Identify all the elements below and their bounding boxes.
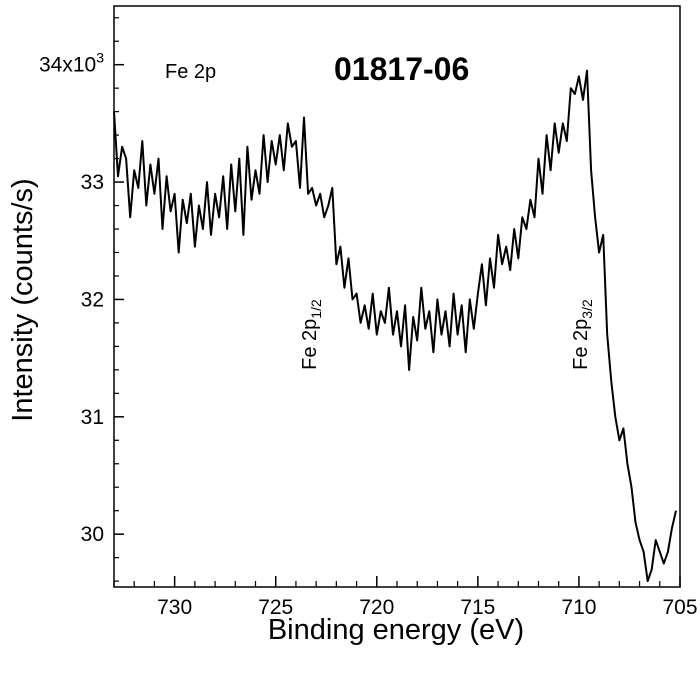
y-tick-label: 30: [81, 523, 104, 546]
y-tick-label: 31: [81, 406, 104, 429]
region-label: Fe 2p: [165, 61, 216, 83]
peak-annotations: Fe 2p1/2 Fe 2p3/2: [299, 299, 595, 370]
x-tick-label: 720: [359, 596, 394, 619]
y-tick-exponent: 3: [96, 50, 104, 66]
y-axis-title: Intensity (counts/s): [7, 178, 39, 421]
x-tick-label: 730: [157, 596, 192, 619]
sample-title: 01817-06: [334, 51, 469, 87]
x-tick-label: 725: [258, 596, 293, 619]
y-tick-label: 33: [81, 171, 104, 194]
x-tick-label: 705: [662, 596, 697, 619]
plot-frame: [113, 5, 681, 588]
x-axis-ticks: 730 725 720 715 710 705: [113, 576, 698, 619]
peak-label: Fe 2p1/2: [299, 299, 324, 370]
spectrum-series-line: [113, 69, 677, 583]
x-tick-label: 715: [460, 596, 495, 619]
y-tick-label: 32: [81, 288, 104, 311]
x-axis-title: Binding energy (eV): [268, 614, 524, 646]
y-tick-label: 34x103: [39, 50, 104, 77]
x-tick-label: 710: [561, 596, 596, 619]
y-axis-ticks: 30 31 32 33 34x103: [39, 17, 124, 582]
peak-label: Fe 2p3/2: [570, 299, 595, 370]
